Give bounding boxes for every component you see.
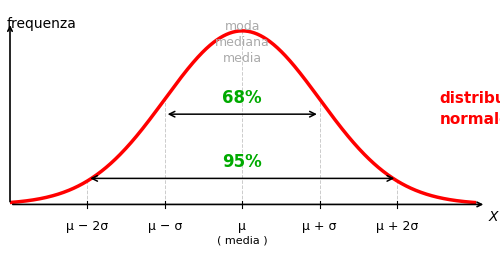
Text: frequenza: frequenza (6, 17, 76, 31)
Text: μ + σ: μ + σ (302, 220, 337, 233)
Text: μ − 2σ: μ − 2σ (66, 220, 108, 233)
Text: distribuzione
normale: distribuzione normale (440, 91, 500, 127)
Text: ( media ): ( media ) (217, 236, 268, 246)
Text: X: X (488, 210, 498, 224)
Text: 95%: 95% (222, 153, 262, 171)
Text: μ − σ: μ − σ (148, 220, 182, 233)
Text: moda
mediana
media: moda mediana media (215, 21, 270, 65)
Text: μ: μ (238, 220, 246, 233)
Text: 68%: 68% (222, 89, 262, 107)
Text: μ + 2σ: μ + 2σ (376, 220, 418, 233)
